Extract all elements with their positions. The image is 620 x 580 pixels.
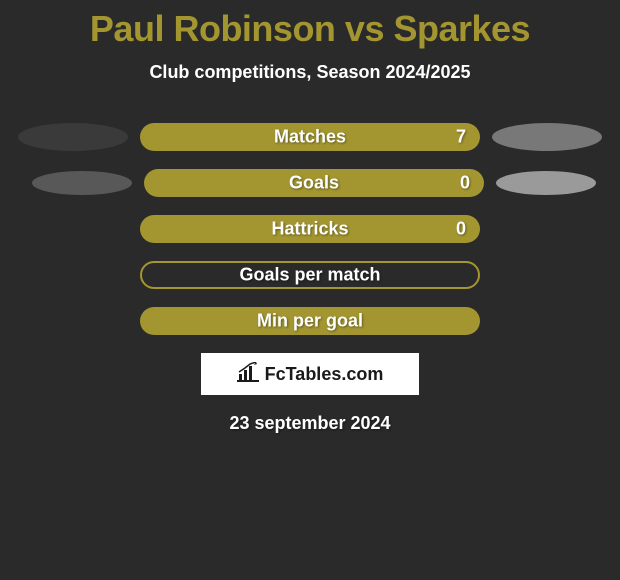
stat-row-goals-per-match: Goals per match: [0, 261, 620, 289]
stat-bar: Matches 7: [140, 123, 480, 151]
spacer: [18, 261, 128, 289]
stat-bar: Hattricks 0: [140, 215, 480, 243]
main-container: Paul Robinson vs Sparkes Club competitio…: [0, 0, 620, 434]
left-ellipse-icon: [18, 123, 128, 151]
stat-label: Matches: [274, 127, 346, 148]
stat-row-min-per-goal: Min per goal: [0, 307, 620, 335]
date-text: 23 september 2024: [0, 413, 620, 434]
stat-label: Hattricks: [271, 219, 348, 240]
left-ellipse-icon: [32, 171, 132, 195]
stat-bar: Goals 0: [144, 169, 484, 197]
spacer: [492, 307, 602, 335]
stats-rows: Matches 7 Goals 0 Hattricks 0 Goals: [0, 123, 620, 335]
right-ellipse-icon: [492, 123, 602, 151]
stat-bar: Min per goal: [140, 307, 480, 335]
stat-label: Goals per match: [239, 265, 380, 286]
stat-row-goals: Goals 0: [0, 169, 620, 197]
spacer: [492, 215, 602, 243]
page-title: Paul Robinson vs Sparkes: [0, 8, 620, 50]
stat-value: 0: [456, 219, 466, 240]
stat-value: 0: [460, 173, 470, 194]
spacer: [492, 261, 602, 289]
stat-label: Goals: [289, 173, 339, 194]
chart-icon: [237, 362, 259, 387]
stat-bar: Goals per match: [140, 261, 480, 289]
right-ellipse-icon: [496, 171, 596, 195]
subtitle: Club competitions, Season 2024/2025: [0, 62, 620, 83]
logo-label: FcTables.com: [265, 364, 384, 385]
spacer: [18, 307, 128, 335]
stat-row-matches: Matches 7: [0, 123, 620, 151]
stat-label: Min per goal: [257, 311, 363, 332]
stat-value: 7: [456, 127, 466, 148]
logo-box: FcTables.com: [201, 353, 419, 395]
logo: FcTables.com: [237, 362, 384, 387]
stat-row-hattricks: Hattricks 0: [0, 215, 620, 243]
spacer: [18, 215, 128, 243]
